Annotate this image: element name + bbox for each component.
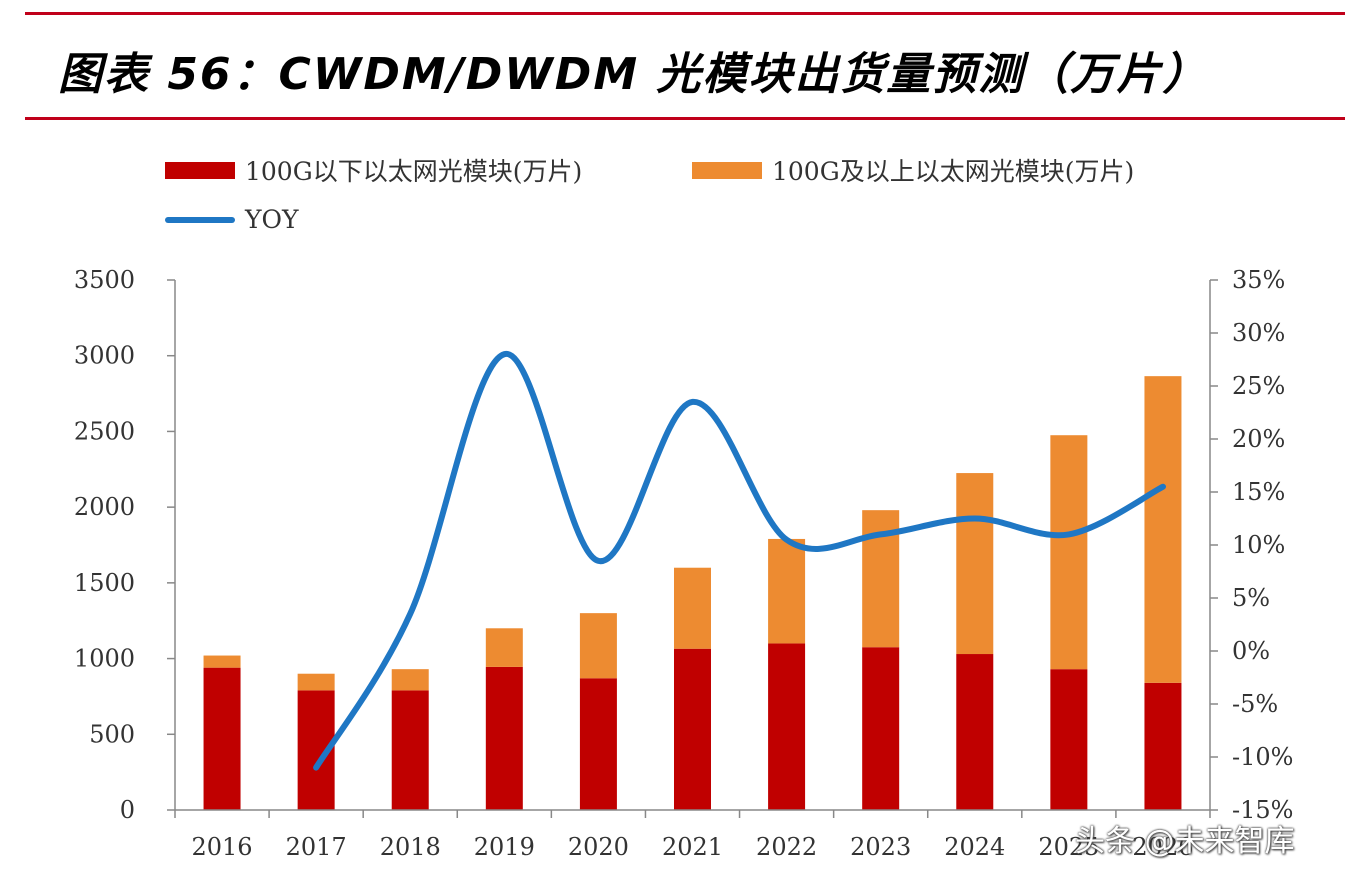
bar-100g-and-above-2021 bbox=[674, 567, 711, 649]
x-tick-label-2024: 2024 bbox=[944, 833, 1005, 861]
y-right-tick-label-15%: 15% bbox=[1232, 478, 1285, 506]
yoy-line-layer bbox=[313, 351, 1166, 771]
x-tick-label-2025: 2025 bbox=[1038, 833, 1099, 861]
bar-below-100g-2020 bbox=[579, 678, 617, 810]
bar-100g-and-above-2025 bbox=[1050, 435, 1088, 670]
y-right-tick-label--15%: -15% bbox=[1232, 796, 1293, 824]
bar-100g-and-above-2022 bbox=[768, 538, 806, 644]
bar-below-100g-2022 bbox=[768, 643, 806, 810]
legend-item-below-100g: 100G以下以太网光模块(万片) bbox=[165, 152, 582, 188]
y-right-tick-label-10%: 10% bbox=[1232, 531, 1285, 559]
bar-100g-and-above-2017 bbox=[297, 673, 335, 691]
bar-below-100g-2026 bbox=[1144, 682, 1182, 810]
bar-below-100g-2021 bbox=[674, 648, 711, 810]
title-bottom-rule bbox=[25, 117, 1345, 120]
bar-100g-and-above-2026 bbox=[1144, 376, 1182, 683]
y-right-tick-label--10%: -10% bbox=[1232, 743, 1293, 771]
bar-100g-and-above-2020 bbox=[579, 613, 617, 679]
legend-swatch-100g-and-above bbox=[692, 161, 762, 179]
bar-below-100g-2024 bbox=[956, 654, 994, 810]
legend-label-below-100g: 100G以下以太网光模块(万片) bbox=[245, 157, 583, 186]
y-right-tick-label-5%: 5% bbox=[1232, 584, 1270, 612]
y-left-tick-label-3500: 3500 bbox=[74, 266, 135, 294]
y-left-tick-label-0: 0 bbox=[120, 796, 135, 824]
x-tick-label-2020: 2020 bbox=[568, 833, 629, 861]
bar-below-100g-2025 bbox=[1050, 669, 1088, 810]
y-right-tick-label-35%: 35% bbox=[1232, 266, 1285, 294]
bar-100g-and-above-2018 bbox=[391, 669, 429, 691]
yoy-line bbox=[313, 351, 1166, 771]
bar-below-100g-2019 bbox=[485, 666, 523, 810]
x-tick-label-2019: 2019 bbox=[474, 833, 535, 861]
x-tick-label-2026: 2026 bbox=[1132, 833, 1193, 861]
legend-swatch-yoy bbox=[165, 216, 235, 223]
x-tick-label-2021: 2021 bbox=[662, 833, 723, 861]
y-left-tick-label-2000: 2000 bbox=[74, 493, 135, 521]
bars-layer bbox=[203, 376, 1182, 810]
watermark: 头条 @未来智库 bbox=[1075, 824, 1295, 859]
y-right-tick-label-0%: 0% bbox=[1232, 637, 1270, 665]
y-right-tick-label-30%: 30% bbox=[1232, 319, 1285, 347]
chart-title: 图表 56：CWDM/DWDM 光模块出货量预测（万片） bbox=[58, 49, 1209, 100]
x-tick-label-2016: 2016 bbox=[192, 833, 253, 861]
y-left-tick-label-500: 500 bbox=[89, 720, 135, 748]
y-left-tick-label-1500: 1500 bbox=[74, 569, 135, 597]
legend-swatch-below-100g bbox=[165, 161, 235, 179]
x-tick-label-2017: 2017 bbox=[286, 833, 347, 861]
y-left-tick-label-2500: 2500 bbox=[74, 417, 135, 445]
bar-below-100g-2018 bbox=[391, 690, 429, 810]
axes-layer: 0 500 1000 1500 2000 2500 3000 3500 -15% -10% -5% 0… bbox=[74, 266, 1294, 861]
y-right-tick-label-20%: 20% bbox=[1232, 425, 1285, 453]
legend-label-100g-and-above: 100G及以上以太网光模块(万片) bbox=[772, 157, 1135, 186]
y-left-tick-label-1000: 1000 bbox=[74, 645, 135, 673]
y-right-tick-label-25%: 25% bbox=[1232, 372, 1285, 400]
bar-below-100g-2023 bbox=[862, 647, 900, 810]
x-tick-label-2022: 2022 bbox=[756, 833, 817, 861]
legend-item-100g-and-above: 100G及以上以太网光模块(万片) bbox=[692, 152, 1134, 188]
bar-100g-and-above-2016 bbox=[203, 655, 241, 668]
x-tick-label-2023: 2023 bbox=[850, 833, 911, 861]
legend-item-yoy: YOY bbox=[165, 205, 299, 234]
y-left-tick-label-3000: 3000 bbox=[74, 342, 135, 370]
bar-100g-and-above-2024 bbox=[956, 473, 994, 655]
legend-label-yoy: YOY bbox=[245, 205, 299, 234]
bar-100g-and-above-2019 bbox=[485, 628, 523, 667]
y-right-tick-label--5%: -5% bbox=[1232, 690, 1278, 718]
title-top-rule bbox=[25, 12, 1345, 15]
x-tick-label-2018: 2018 bbox=[380, 833, 441, 861]
bar-below-100g-2016 bbox=[203, 667, 241, 810]
